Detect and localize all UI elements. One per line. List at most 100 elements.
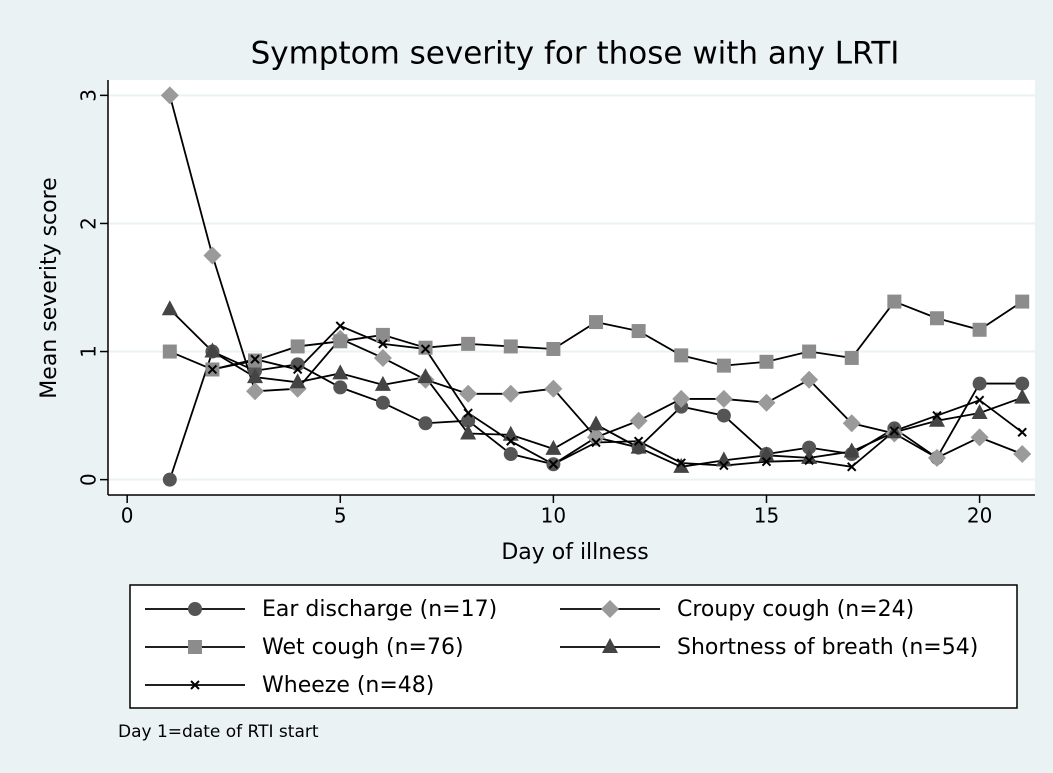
marker bbox=[719, 460, 729, 471]
marker bbox=[503, 339, 518, 354]
marker bbox=[373, 348, 392, 367]
marker bbox=[161, 300, 178, 316]
marker bbox=[802, 440, 817, 455]
x-tick-label: 15 bbox=[754, 504, 779, 528]
marker bbox=[459, 384, 478, 403]
marker bbox=[290, 357, 305, 372]
x-tick-label: 20 bbox=[967, 504, 992, 528]
marker bbox=[1015, 294, 1030, 309]
marker bbox=[929, 311, 944, 326]
marker bbox=[591, 437, 601, 448]
note: Day 1=date of RTI start bbox=[118, 722, 319, 742]
marker bbox=[460, 424, 477, 440]
marker bbox=[676, 458, 686, 468]
x-tick-label: 0 bbox=[121, 504, 134, 528]
marker bbox=[1017, 427, 1027, 437]
legend-label: Wheeze (n=48) bbox=[262, 673, 434, 698]
marker bbox=[673, 457, 690, 473]
marker bbox=[289, 373, 306, 389]
marker bbox=[544, 379, 563, 398]
marker bbox=[927, 448, 946, 467]
marker bbox=[545, 439, 562, 455]
marker bbox=[844, 350, 859, 365]
marker bbox=[588, 415, 605, 431]
marker bbox=[418, 416, 433, 431]
marker bbox=[502, 425, 519, 441]
marker bbox=[802, 344, 817, 359]
legend-label: Shortness of breath (n=54) bbox=[677, 635, 978, 660]
marker bbox=[247, 368, 264, 384]
marker bbox=[463, 408, 473, 418]
x-axis-title: Day of illness bbox=[501, 540, 648, 565]
marker bbox=[162, 344, 177, 359]
marker bbox=[1014, 388, 1031, 404]
plot-area bbox=[108, 80, 1035, 495]
marker bbox=[290, 339, 305, 354]
marker bbox=[970, 428, 989, 447]
marker bbox=[801, 448, 818, 464]
legend-marker bbox=[602, 638, 618, 653]
legend-label: Croupy cough (n=24) bbox=[677, 597, 914, 622]
marker bbox=[250, 354, 260, 364]
marker bbox=[887, 294, 902, 309]
marker bbox=[800, 370, 819, 389]
marker bbox=[842, 414, 861, 433]
marker bbox=[633, 436, 644, 446]
y-axis-title: Mean severity score bbox=[37, 177, 62, 398]
marker bbox=[761, 456, 772, 467]
y-tick-label: 3 bbox=[77, 89, 101, 102]
marker bbox=[203, 246, 222, 265]
marker bbox=[375, 395, 390, 410]
marker bbox=[375, 327, 390, 342]
marker bbox=[843, 442, 860, 458]
legend-marker bbox=[601, 600, 619, 618]
marker bbox=[757, 393, 776, 412]
marker bbox=[714, 389, 733, 408]
marker bbox=[333, 334, 348, 349]
marker bbox=[972, 322, 987, 337]
marker bbox=[672, 389, 691, 408]
y-tick-label: 2 bbox=[77, 217, 101, 230]
marker bbox=[716, 408, 731, 423]
marker bbox=[378, 339, 388, 349]
marker bbox=[332, 364, 349, 380]
marker bbox=[374, 375, 391, 391]
marker bbox=[1015, 376, 1030, 391]
x-tick-label: 10 bbox=[541, 504, 566, 528]
marker bbox=[928, 411, 945, 427]
marker bbox=[804, 455, 814, 466]
marker bbox=[587, 428, 606, 447]
marker bbox=[630, 438, 647, 454]
marker bbox=[162, 472, 177, 487]
marker bbox=[207, 364, 218, 375]
marker bbox=[1013, 445, 1032, 464]
legend-marker bbox=[188, 602, 202, 616]
legend-label: Wet cough (n=76) bbox=[262, 635, 464, 660]
marker bbox=[417, 368, 434, 384]
y-tick-label: 0 bbox=[77, 473, 101, 486]
marker bbox=[758, 446, 775, 462]
marker bbox=[971, 404, 988, 420]
marker bbox=[160, 86, 179, 105]
marker bbox=[461, 336, 476, 351]
legend-marker bbox=[188, 640, 202, 654]
marker bbox=[629, 411, 648, 430]
marker bbox=[501, 384, 520, 403]
marker bbox=[506, 436, 516, 446]
legend bbox=[129, 584, 1018, 709]
marker bbox=[674, 348, 689, 363]
marker bbox=[420, 344, 431, 354]
marker bbox=[759, 354, 774, 369]
marker bbox=[716, 358, 731, 373]
marker bbox=[335, 321, 345, 331]
x-tick-label: 5 bbox=[334, 504, 347, 528]
marker bbox=[292, 364, 303, 375]
marker bbox=[889, 426, 900, 436]
marker bbox=[246, 382, 265, 401]
marker bbox=[204, 342, 221, 358]
legend-marker bbox=[190, 680, 200, 690]
marker bbox=[546, 341, 561, 356]
marker bbox=[631, 324, 646, 339]
marker bbox=[847, 462, 857, 472]
